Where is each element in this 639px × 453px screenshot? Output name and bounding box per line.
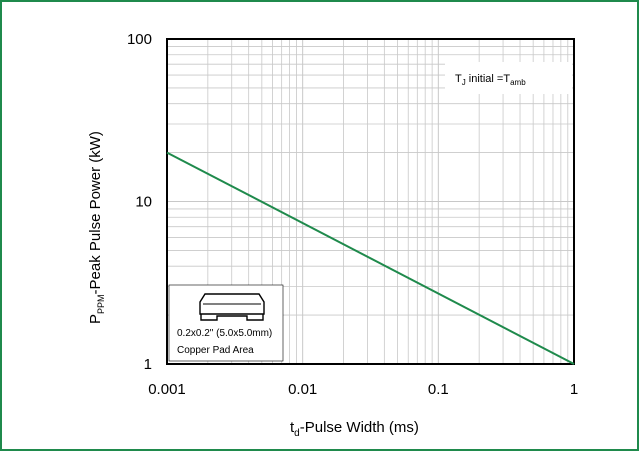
tj-main: T	[455, 73, 462, 85]
tj-annotation: TJ initial =Tamb	[445, 62, 572, 94]
y-title-main: P	[87, 314, 104, 324]
tamb-main: T	[503, 73, 510, 85]
inset-line1: 0.2x0.2" (5.0x5.0mm)	[177, 328, 272, 339]
grid	[166, 39, 574, 365]
copper-pad-inset: 0.2x0.2" (5.0x5.0mm) Copper Pad Area	[168, 284, 284, 362]
x-tick-label: 0.01	[288, 381, 317, 398]
y-title-rest: -Peak Pulse Power (kW)	[87, 131, 104, 294]
annotation-text: TJ initial =Tamb	[455, 73, 526, 87]
series-line	[166, 151, 575, 365]
y-tick-label: 100	[127, 31, 152, 48]
annotation-background	[445, 62, 572, 94]
y-tick-label: 10	[135, 194, 152, 211]
y-tick-label: 1	[144, 356, 152, 373]
x-title-rest: -Pulse Width (ms)	[300, 419, 419, 436]
x-title-main: t	[290, 419, 295, 436]
plot-area-border	[166, 38, 575, 365]
x-title-sub: d	[294, 428, 300, 439]
tick-labels: 0.001 0.01 0.1 1 1 10 100	[127, 31, 578, 398]
inset-line2: Copper Pad Area	[177, 345, 254, 356]
tj-mid: initial =	[466, 73, 504, 85]
package-icon	[199, 293, 265, 321]
x-tick-label: 0.001	[148, 381, 186, 398]
tamb-sub: amb	[510, 78, 526, 87]
x-axis-title: td-Pulse Width (ms)	[290, 419, 419, 439]
tj-sub: J	[462, 78, 466, 87]
x-tick-label: 0.1	[428, 381, 449, 398]
x-tick-label: 1	[570, 381, 578, 398]
series-layer	[166, 151, 575, 365]
y-title-sub: PPM	[96, 294, 106, 314]
y-axis-title: PPPM-Peak Pulse Power (kW)	[87, 131, 106, 324]
